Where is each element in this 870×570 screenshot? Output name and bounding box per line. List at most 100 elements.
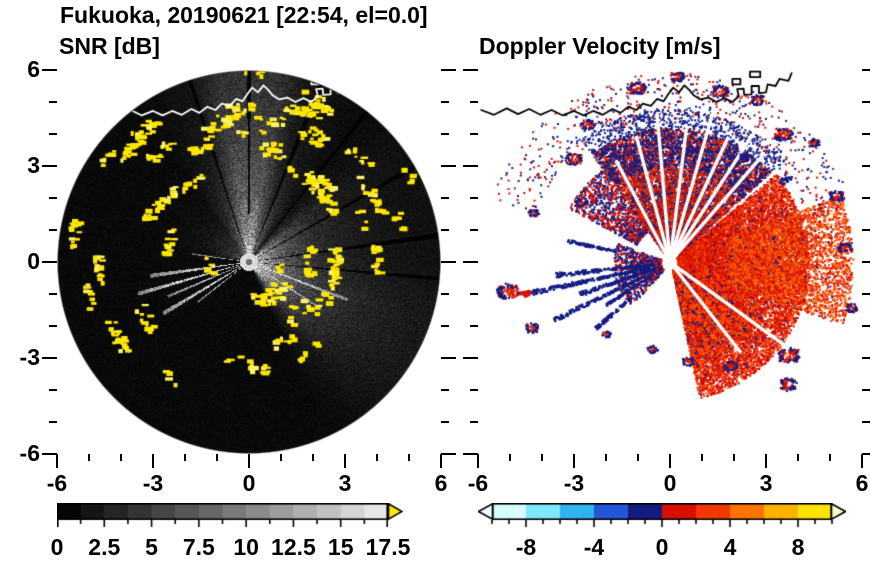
axis-tick [573,454,575,468]
axis-tick [470,133,478,135]
axis-tick [862,421,870,423]
snr-colorbar-label: 10 [233,534,259,560]
axis-tick [49,389,57,391]
axis-tick [441,69,456,71]
axis-tick [441,453,456,455]
x-tick-label: 6 [434,470,448,496]
axis-tick [441,389,449,391]
axis-tick [765,454,767,468]
main-title: Fukuoka, 20190621 [22:54, el=0.0] [60,2,428,28]
axis-tick [49,101,57,103]
axis-tick [463,357,478,359]
doppler-colorbar-label: -4 [583,534,605,560]
x-tick-label: 0 [242,470,256,496]
axis-tick [470,197,478,199]
snr-colorbar-label: 17.5 [365,534,411,560]
axis-tick [637,454,639,461]
y-tick-label: -3 [19,344,40,370]
axis-tick [441,133,449,135]
axis-tick [470,325,478,327]
y-tick-label: -6 [19,440,40,466]
x-tick-label: -3 [563,470,585,496]
axis-tick [56,454,58,468]
axis-tick [862,293,870,295]
axis-tick [49,133,57,135]
axis-tick [861,454,863,468]
axis-tick [862,389,870,391]
axis-tick [408,454,410,461]
axis-tick [312,454,314,461]
x-tick-label: -6 [46,470,68,496]
axis-tick [216,454,218,461]
axis-tick [463,69,478,71]
axis-tick [42,165,57,167]
axis-tick [441,101,449,103]
axis-tick [49,421,57,423]
axis-tick [829,454,831,461]
axis-tick [862,357,870,359]
axis-tick [441,197,449,199]
axis-tick [152,454,154,468]
axis-tick [441,325,449,327]
x-tick-label: 0 [663,470,677,496]
axis-tick [280,454,282,461]
snr-colorbar-label: 12.5 [271,534,316,560]
axis-tick [470,229,478,231]
axis-tick [42,357,57,359]
y-tick-label: 6 [27,56,40,82]
axis-tick [862,133,870,135]
axis-tick [463,261,478,263]
doppler-colorbar-label: 8 [791,534,805,560]
axis-tick [120,454,122,461]
axis-tick [440,454,442,468]
axis-tick [49,293,57,295]
axis-tick [701,454,703,461]
snr-colorbar-label: 15 [327,534,354,560]
snr-panel-title: SNR [dB] [59,33,160,59]
axis-tick [862,325,870,327]
axis-tick [541,454,543,461]
axis-tick [470,293,478,295]
x-tick-label: 3 [338,470,352,496]
snr-colorbar-label: 7.5 [182,534,215,560]
axis-tick [862,197,870,199]
x-tick-label: 6 [855,470,869,496]
axis-tick [441,165,456,167]
snr-colorbar [57,503,403,529]
axis-tick [441,357,456,359]
snr-colorbar-label: 2.5 [88,534,121,560]
axis-tick [470,421,478,423]
axis-tick [733,454,735,461]
axis-tick [441,261,456,263]
snr-colorbar-label: 5 [145,534,158,560]
snr-colorbar-label: 0 [50,534,64,560]
snr-radar-plot [57,70,441,454]
axis-tick [184,454,186,461]
doppler-colorbar [478,503,846,529]
axis-tick [862,261,870,263]
axis-tick [344,454,346,468]
axis-tick [669,454,671,468]
axis-tick [248,454,250,468]
axis-tick [470,389,478,391]
axis-tick [862,229,870,231]
axis-tick [49,229,57,231]
axis-tick [470,101,478,103]
axis-tick [605,454,607,461]
axis-tick [477,454,479,468]
axis-tick [88,454,90,461]
axis-tick [42,261,57,263]
axis-tick [441,293,449,295]
axis-tick [862,101,870,103]
axis-tick [441,229,449,231]
y-tick-label: 3 [27,152,40,178]
doppler-colorbar-label: -8 [515,534,537,560]
axis-tick [509,454,511,461]
axis-tick [49,325,57,327]
axis-tick [42,69,57,71]
doppler-colorbar-label: 0 [655,534,669,560]
axis-tick [441,421,449,423]
x-tick-label: -6 [467,470,489,496]
x-tick-label: -3 [142,470,164,496]
